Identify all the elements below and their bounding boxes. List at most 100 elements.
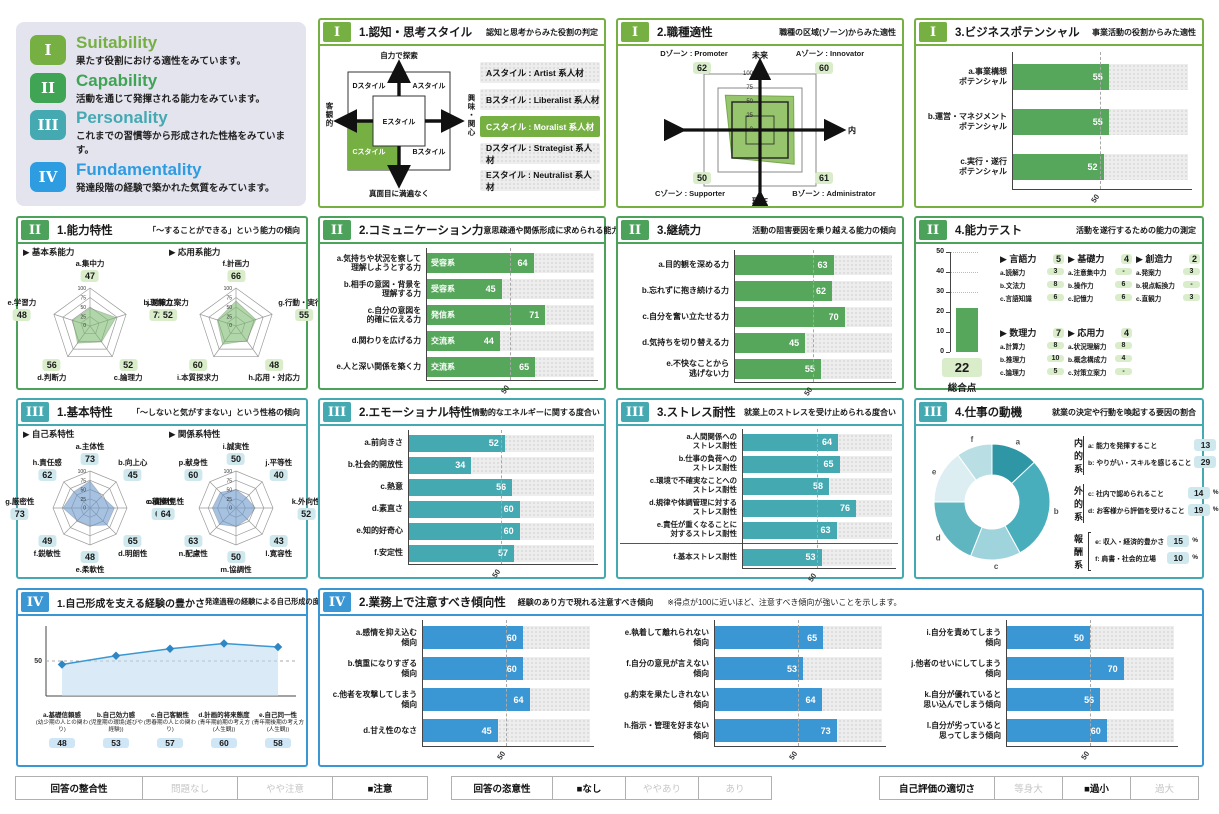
category-badge: III [919,402,947,422]
svg-text:d: d [936,534,941,543]
motive-unit: % [1212,489,1219,496]
test-item-score: - [1115,268,1132,275]
radar-axis-value: 48 [80,551,100,563]
bar-fill: 64 [714,688,822,711]
radar-axis: 60 i.本質探求力 [177,359,219,383]
test-item: c.直観力 3 [1136,291,1200,304]
x-axis-line [714,746,886,747]
test-item-score: - [1115,368,1132,375]
zone-value: 61 [814,172,834,184]
test-item-name: b.操作力 [1068,282,1094,290]
bar-fill: 発信系 71 [426,305,546,325]
panel-title: 3.ストレス耐性 [657,407,736,419]
footer-option: 問題なし [142,776,238,800]
radar-axis-value: 73 [10,508,29,520]
test-group: ▶ 基礎力 4 a.注意集中力 - b.操作力 6 c.記憶力 6 [1068,252,1132,304]
bar-fill: 64 [422,688,530,711]
radar-axis-value: 43 [269,534,288,547]
category-badge: IV [323,592,351,612]
legend-desc: 果たす役割における適性をみています。 [76,55,247,67]
bar-track: 64 [422,688,590,711]
motive-item: c: 社内で認められること 14% [1088,484,1218,501]
bar-value: 45 [789,338,800,348]
bar-label-text: a.事業構想 ポテンシャル [959,66,1007,86]
radar-axis: 65 d.明朗性 [118,534,147,559]
svg-text:Dスタイル: Dスタイル [352,81,385,90]
bar-label-text: a.目的観を深める力 [658,260,729,270]
map-axis-right: 興味・関心 [467,94,476,137]
svg-text:0: 0 [83,505,86,511]
zone-name: Dゾーン : Promoter [660,49,728,58]
test-item: a.状況理解力 8 [1068,339,1132,352]
panel-header: II 4.能力テスト 活動を遂行するための能力の測定 [916,218,1202,244]
tick-label: 30 [936,288,944,295]
bar-fill: 55 [1012,108,1109,135]
radar-axis-value: 66 [226,270,245,282]
test-group: ▶ 数理力 7 a.計算力 8 b.推理力 10 c.論理力 5 [1000,326,1064,378]
bar-label-text: e.不快なことから 逃げない力 [666,359,729,378]
test-item: c.記憶力 6 [1068,291,1132,304]
bar-fill: 76 [742,499,856,517]
line-x-name: c.自己客観性 [151,712,189,719]
panel-title: 4.能力テスト [955,225,1023,237]
line-x-value: 57 [157,737,183,748]
legend-desc: これまでの習慣等から形成された性格をみています。 [76,131,286,157]
bar-label-text: f.自分の意見が言えない 傾向 [626,659,709,678]
zone-name: Aゾーン : Innovator [795,49,865,58]
footer-option: ■注意 [332,776,428,800]
bar-value: 64 [821,437,832,447]
svg-text:未来: 未来 [751,50,769,60]
line-x-label: c.自己客観性 (思春期の人との関わり) 57 [142,712,198,751]
ref-line-50 [798,620,799,746]
ref-line-50 [506,620,507,746]
radar-axis: j.対策立案力 52 [147,297,189,321]
panel-ability-traits: II 1.能力特性 「〜することができる」という能力の傾向 ▶ 基本系能力 100… [8,216,330,390]
test-item-name: c.言語知識 [1000,295,1032,303]
radar-axis: 52 c.論理力 [114,359,143,383]
bar-value: 60 [506,632,517,643]
section-tag: ▶ 関係系特性 [169,429,221,439]
bar-label-text: b.慎重になりすぎる 傾向 [347,659,417,678]
radar-axis-label: l.寛容性 [265,548,293,558]
radar-axis: a.集中力 47 [76,258,104,282]
motive-item: d: お客様から評価を受けること 19% [1088,501,1218,518]
legend-text: Personality これまでの習慣等から形成された性格をみています。 [76,109,292,156]
test-item: a.計算力 8 [1000,339,1064,352]
motive-item: e: 収入・経済的豊かさ 15% [1095,532,1198,549]
bar-value: 55 [804,364,815,374]
motive-value: 29 [1194,455,1217,468]
footer-option: あり [698,776,772,800]
svg-text:25: 25 [226,497,232,503]
bar-fill: 58 [742,477,829,495]
svg-text:100: 100 [78,286,87,292]
radar-axis-value: 52 [119,359,138,372]
bar-tag: 交流系 [431,362,455,372]
panel-header: III 2.エモーショナル特性 情動的なエネルギーに関する度合い [320,400,604,426]
panel-title: 2.業務上で注意すべき傾向性 [359,597,506,609]
bar-label-text: k.自分が優れていると 思い込んでしまう傾向 [923,690,1001,709]
test-group-score: 4 [1120,253,1132,264]
category-badge: IV [21,592,49,612]
radar-axis: e.学習力 48 [8,297,36,321]
radar-axis-label: c.積極性 [145,497,175,506]
panel-title: 1.能力特性 [57,225,113,237]
radar-axis: j.平等性 40 [265,457,292,482]
line-x-value: 58 [265,737,291,748]
bar-label-text: c.自分を奮い立たせる力 [642,312,729,322]
test-item-name: c.直観力 [1136,295,1162,303]
line-x-name: e.自己同一性 [259,712,297,719]
total-score-bar [956,308,978,352]
panel-emotional-traits: III 2.エモーショナル特性 情動的なエネルギーに関する度合い a.前向きさ 5… [318,398,606,579]
panel-ability-test: II 4.能力テスト 活動を遂行するための能力の測定 50 40 30 20 10 0 22… [914,216,1204,394]
radar-axis-value: 45 [123,469,142,482]
footer-assessment-flags: 回答の整合性 問題なし やや注意 ■注意 回答の恣意性 ■なし ややあり あり 自己評価の適切さ… [0,776,1219,802]
category-badge: I [621,22,649,42]
bar-label: a.気持ちや状況を察して 理解しようとする力 [322,250,426,276]
bar-label-text: d.甘え性のなさ [363,725,417,735]
radar-axis: 50 m.協調性 [220,551,252,575]
panel-title: 1.基本特性 [57,407,113,419]
bar-label: b.慎重になりすぎる 傾向 [326,653,422,684]
test-item-name: b.推理力 [1000,356,1026,364]
bracket [1083,436,1085,475]
bar-label: f.安定性 [322,542,408,564]
